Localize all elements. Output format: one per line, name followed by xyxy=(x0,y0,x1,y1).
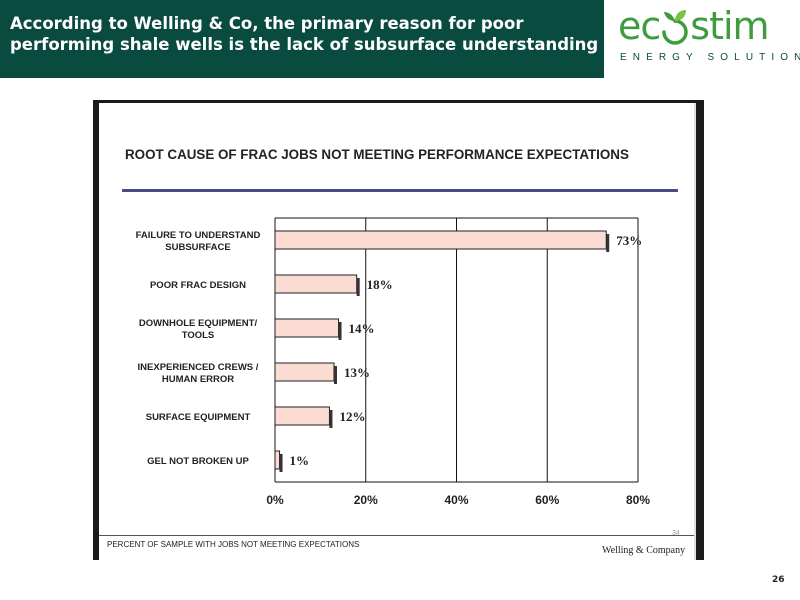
logo-word-left: ec xyxy=(618,4,661,48)
bar xyxy=(274,318,340,338)
category-label: FAILURE TO UNDERSTAND xyxy=(136,230,261,241)
leaf-swirl-icon xyxy=(660,4,690,48)
data-label: 1% xyxy=(290,453,310,468)
x-tick-label: 60% xyxy=(535,493,559,507)
data-label: 12% xyxy=(339,409,365,424)
page-number: 26 xyxy=(772,575,785,585)
embedded-slide xyxy=(99,103,696,560)
category-label: POOR FRAC DESIGN xyxy=(150,280,246,291)
chart-title: ROOT CAUSE OF FRAC JOBS NOT MEETING PERF… xyxy=(125,147,629,162)
category-label: TOOLS xyxy=(182,330,215,341)
bar xyxy=(274,274,358,294)
category-label: GEL NOT BROKEN UP xyxy=(147,456,249,467)
slide-header: According to Welling & Co, the primary r… xyxy=(0,0,800,78)
data-label: 14% xyxy=(349,321,375,336)
bar xyxy=(274,230,607,250)
logo-wordmark: ec stim xyxy=(618,4,770,48)
embedded-slide-number: 34 xyxy=(672,530,680,537)
bar xyxy=(274,450,281,470)
bar-shadow xyxy=(356,278,360,296)
category-label: DOWNHOLE EQUIPMENT/ xyxy=(139,318,258,329)
data-label: 13% xyxy=(344,365,370,380)
title-divider xyxy=(122,189,678,192)
logo-subtitle: ENERGY SOLUTIONS xyxy=(620,52,800,63)
bar-shadow xyxy=(333,366,337,384)
slide-headline: According to Welling & Co, the primary r… xyxy=(10,14,599,54)
category-label: SUBSURFACE xyxy=(165,242,230,253)
source-credit: Welling & Company xyxy=(602,545,686,556)
x-tick-label: 0% xyxy=(266,493,284,507)
x-axis-title: PERCENT OF SAMPLE WITH JOBS NOT MEETING … xyxy=(107,540,360,549)
ecostim-logo: ec stim ENERGY SOLUTIONS xyxy=(604,0,800,78)
x-tick-label: 40% xyxy=(444,493,468,507)
bar-shadow xyxy=(329,410,333,428)
bar-shadow xyxy=(279,454,283,472)
footer-divider xyxy=(99,535,694,536)
data-label: 18% xyxy=(367,277,393,292)
bar xyxy=(274,362,335,382)
category-label: INEXPERIENCED CREWS / xyxy=(138,362,259,373)
x-tick-label: 20% xyxy=(354,493,378,507)
bar-shadow xyxy=(606,234,610,252)
bar xyxy=(274,406,330,426)
bar-shadow xyxy=(338,322,342,340)
category-label: SURFACE EQUIPMENT xyxy=(146,412,251,423)
data-label: 73% xyxy=(616,233,642,248)
logo-word-right: stim xyxy=(690,4,769,48)
x-tick-label: 80% xyxy=(626,493,650,507)
category-label: HUMAN ERROR xyxy=(162,374,234,385)
